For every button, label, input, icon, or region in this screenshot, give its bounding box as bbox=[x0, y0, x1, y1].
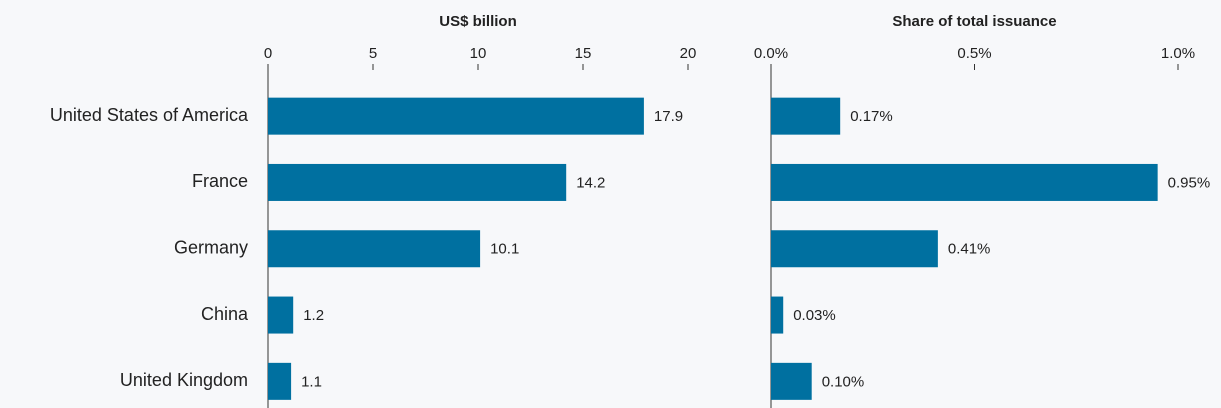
bar bbox=[268, 296, 294, 334]
category-label: United States of America bbox=[50, 105, 249, 125]
chart-title: Share of total issuance bbox=[892, 13, 1056, 30]
data-label: 10.1 bbox=[490, 241, 519, 258]
bar bbox=[771, 97, 841, 135]
x-tick-label: 20 bbox=[680, 45, 697, 62]
bar bbox=[771, 163, 1158, 201]
x-tick-label: 0.5% bbox=[957, 45, 991, 62]
data-label: 0.10% bbox=[822, 373, 865, 390]
data-label: 0.95% bbox=[1168, 174, 1211, 191]
bar bbox=[268, 163, 567, 201]
data-label: 0.03% bbox=[793, 307, 836, 324]
x-tick-label: 15 bbox=[575, 45, 592, 62]
chart-title: US$ billion bbox=[439, 13, 517, 30]
bar bbox=[771, 296, 784, 334]
category-label: China bbox=[201, 304, 249, 324]
x-tick-label: 0 bbox=[264, 45, 272, 62]
data-label: 0.17% bbox=[850, 108, 893, 125]
x-tick-label: 10 bbox=[470, 45, 487, 62]
bar bbox=[268, 97, 644, 135]
data-label: 17.9 bbox=[654, 108, 683, 125]
bar bbox=[771, 230, 938, 268]
x-tick-label: 0.0% bbox=[754, 45, 788, 62]
x-tick-label: 5 bbox=[369, 45, 377, 62]
bar bbox=[268, 362, 292, 400]
data-label: 1.1 bbox=[301, 373, 322, 390]
bar bbox=[268, 230, 481, 268]
category-label: France bbox=[192, 171, 248, 191]
data-label: 0.41% bbox=[948, 241, 991, 258]
category-label: United Kingdom bbox=[120, 370, 248, 390]
data-label: 14.2 bbox=[576, 174, 605, 191]
category-label: Germany bbox=[174, 238, 248, 258]
x-tick-label: 1.0% bbox=[1161, 45, 1195, 62]
bar bbox=[771, 362, 812, 400]
data-label: 1.2 bbox=[303, 307, 324, 324]
